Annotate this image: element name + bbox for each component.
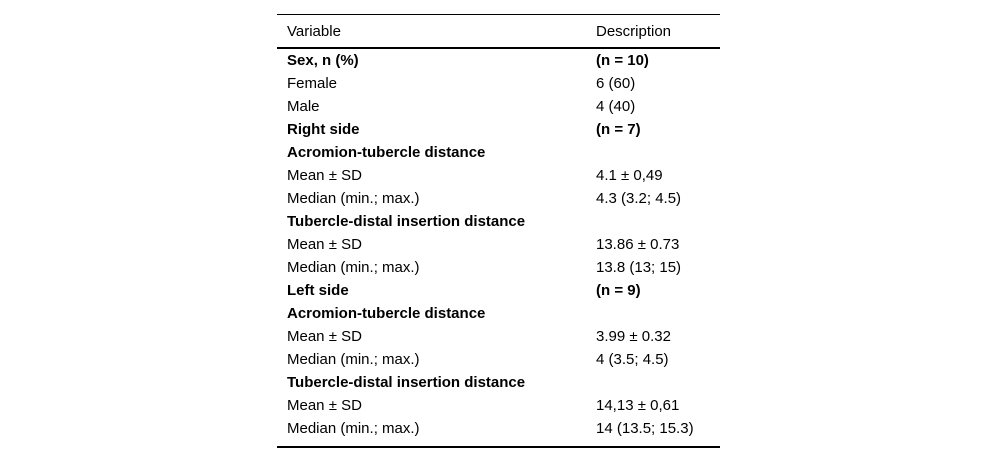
description-cell (586, 210, 720, 233)
variable-cell: Acromion-tubercle distance (287, 144, 486, 161)
description-cell (586, 141, 720, 164)
description-cell: (n = 9) (596, 282, 641, 299)
description-cell: 4 (40) (596, 98, 636, 115)
table-row: Right side (n = 7) (277, 118, 720, 141)
variable-cell: Median (min.; max.) (287, 190, 420, 207)
variable-cell: Mean ± SD (287, 328, 362, 345)
column-header-description: Description (586, 14, 720, 49)
description-cell: (n = 7) (596, 121, 641, 138)
table-row: Median (min.; max.) 4.3 (3.2; 4.5) (277, 187, 720, 210)
table-row: Median (min.; max.) 14 (13.5; 15.3) (277, 417, 720, 447)
description-cell: 4 (3.5; 4.5) (596, 351, 669, 368)
description-cell: 13.86 ± 0.73 (596, 236, 680, 253)
variable-cell: Median (min.; max.) (287, 259, 420, 276)
table-row: Acromion-tubercle distance (277, 141, 720, 164)
table-row: Median (min.; max.) 4 (3.5; 4.5) (277, 348, 720, 371)
variable-cell: Mean ± SD (287, 397, 362, 414)
description-cell: 4.1 ± 0,49 (596, 167, 663, 184)
table-row: Mean ± SD 13.86 ± 0.73 (277, 233, 720, 256)
table-row: Female 6 (60) (277, 72, 720, 95)
table-header: Variable Description (277, 14, 720, 49)
description-cell: 3.99 ± 0.32 (596, 328, 671, 345)
description-cell: 6 (60) (596, 75, 636, 92)
table-header-row: Variable Description (277, 14, 720, 49)
table-row: Sex, n (%) (n = 10) (277, 48, 720, 72)
variable-cell: Male (287, 98, 320, 115)
variable-cell: Tubercle-distal insertion distance (287, 374, 526, 391)
variable-cell: Female (287, 75, 338, 92)
table-row: Tubercle-distal insertion distance (277, 371, 720, 394)
variable-cell: Mean ± SD (287, 236, 362, 253)
table-row: Mean ± SD 3.99 ± 0.32 (277, 325, 720, 348)
table-row: Tubercle-distal insertion distance (277, 210, 720, 233)
variable-cell: Median (min.; max.) (287, 351, 420, 368)
table-row: Mean ± SD 14,13 ± 0,61 (277, 394, 720, 417)
variable-cell: Median (min.; max.) (287, 420, 420, 437)
table-row: Acromion-tubercle distance (277, 302, 720, 325)
table-body: Sex, n (%) (n = 10) Female 6 (60) Male 4… (277, 48, 720, 447)
table-row: Median (min.; max.) 13.8 (13; 15) (277, 256, 720, 279)
description-cell: 4.3 (3.2; 4.5) (596, 190, 682, 207)
variable-cell: Left side (287, 282, 349, 299)
variable-cell: Sex, n (%) (287, 52, 359, 69)
description-cell: 13.8 (13; 15) (596, 259, 682, 276)
description-cell: 14 (13.5; 15.3) (596, 420, 694, 437)
variable-cell: Right side (287, 121, 360, 138)
column-header-variable: Variable (277, 14, 586, 49)
table-row: Left side (n = 9) (277, 279, 720, 302)
descriptive-statistics-table: Variable Description Sex, n (%) (n = 10)… (277, 14, 720, 448)
table-row: Male 4 (40) (277, 95, 720, 118)
variable-cell: Acromion-tubercle distance (287, 305, 486, 322)
description-cell: 14,13 ± 0,61 (596, 397, 680, 414)
description-cell: (n = 10) (596, 52, 649, 69)
variable-cell: Mean ± SD (287, 167, 362, 184)
description-cell (586, 302, 720, 325)
description-cell (586, 371, 720, 394)
variable-cell: Tubercle-distal insertion distance (287, 213, 526, 230)
table-row: Mean ± SD 4.1 ± 0,49 (277, 164, 720, 187)
